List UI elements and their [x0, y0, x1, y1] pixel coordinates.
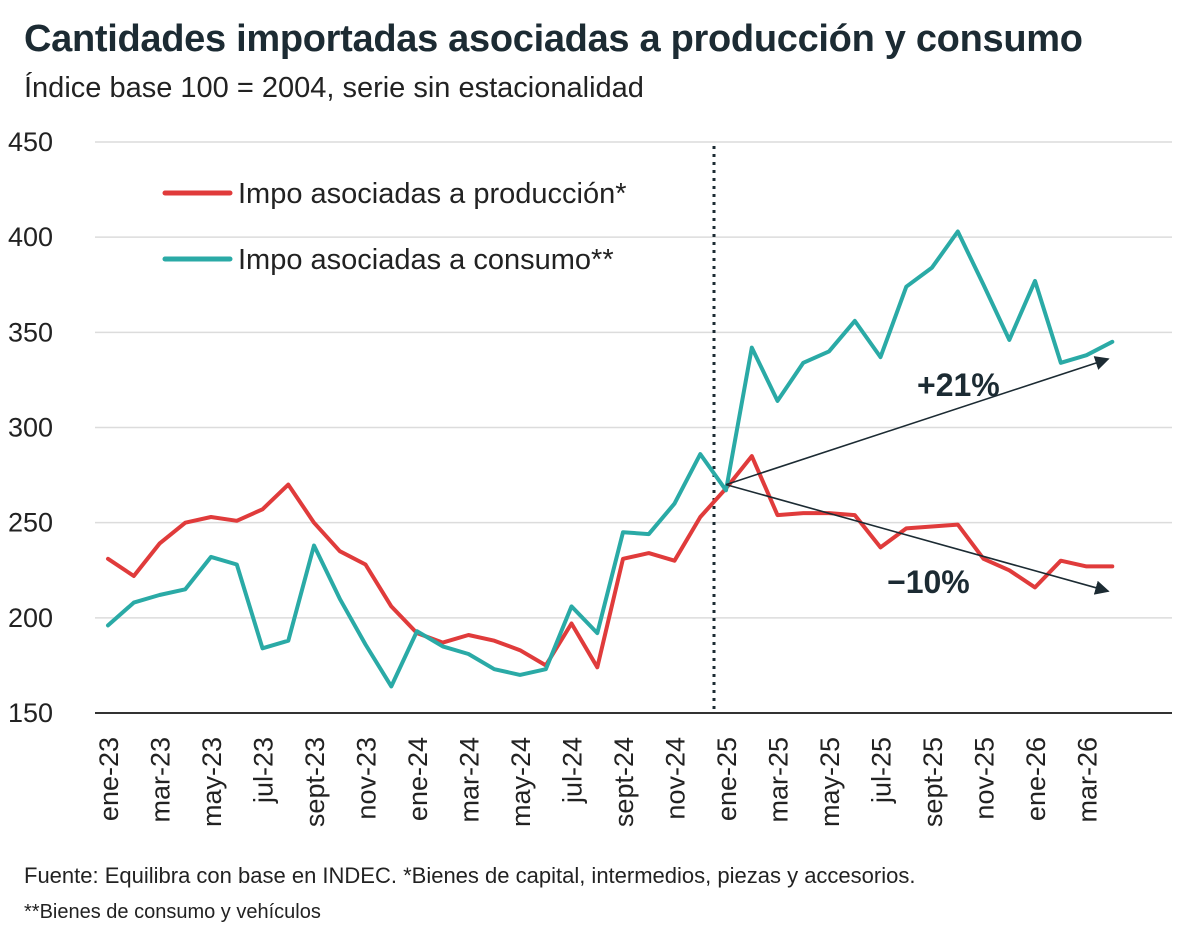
x-tick-label: sept-23 — [300, 737, 330, 827]
source-footnote: Fuente: Equilibra con base en INDEC. *Bi… — [24, 863, 916, 888]
x-tick-label: ene-26 — [1021, 737, 1051, 821]
chart-subtitle: Índice base 100 = 2004, serie sin estaci… — [24, 72, 644, 104]
trend-arrow — [725, 483, 1110, 595]
x-tick-label: jul-23 — [249, 737, 279, 804]
x-tick-label: ene-23 — [94, 737, 124, 821]
x-tick-label: ene-25 — [712, 737, 742, 821]
category-footnote: **Bienes de consumo y vehículos — [24, 901, 321, 923]
y-tick-label: 200 — [8, 603, 53, 633]
line-chart: 150 200 250 300 350 400 450 ene-23 mar-23 may-23 j… — [8, 127, 1172, 827]
legend-label: Impo asociadas a consumo** — [238, 244, 614, 276]
annotation-label-up: +21% — [917, 367, 1000, 403]
x-tick-label: mar-24 — [455, 737, 485, 823]
y-tick-label: 400 — [8, 222, 53, 252]
x-tick-label: mar-23 — [146, 737, 176, 823]
x-tick-label: sept-25 — [918, 737, 948, 827]
x-tick-label: ene-24 — [403, 737, 433, 821]
trend-arrow — [725, 356, 1110, 486]
x-tick-label: may-25 — [815, 737, 845, 827]
y-tick-label: 250 — [8, 508, 53, 538]
x-tick-label: jul-24 — [558, 737, 588, 804]
x-tick-label: jul-25 — [867, 737, 897, 804]
produccion-series-line — [106, 454, 1115, 670]
y-tick-label: 350 — [8, 317, 53, 347]
y-tick-label: 150 — [8, 698, 53, 728]
x-tick-label: may-23 — [197, 737, 227, 827]
x-tick-label: nov-24 — [661, 737, 691, 820]
x-tick-label: may-24 — [506, 737, 536, 827]
x-tick-label: mar-25 — [764, 737, 794, 823]
x-tick-label: nov-25 — [970, 737, 1000, 820]
legend-label: Impo asociadas a producción* — [238, 178, 627, 210]
y-tick-label: 450 — [8, 127, 53, 157]
x-tick-label: nov-23 — [352, 737, 382, 820]
y-tick-label: 300 — [8, 413, 53, 443]
x-tick-label: sept-24 — [609, 737, 639, 827]
x-tick-label: mar-26 — [1073, 737, 1103, 823]
chart-title: Cantidades importadas asociadas a produc… — [24, 18, 1083, 60]
consumo-series-line — [106, 229, 1115, 689]
annotation-label-down: −10% — [887, 564, 970, 600]
